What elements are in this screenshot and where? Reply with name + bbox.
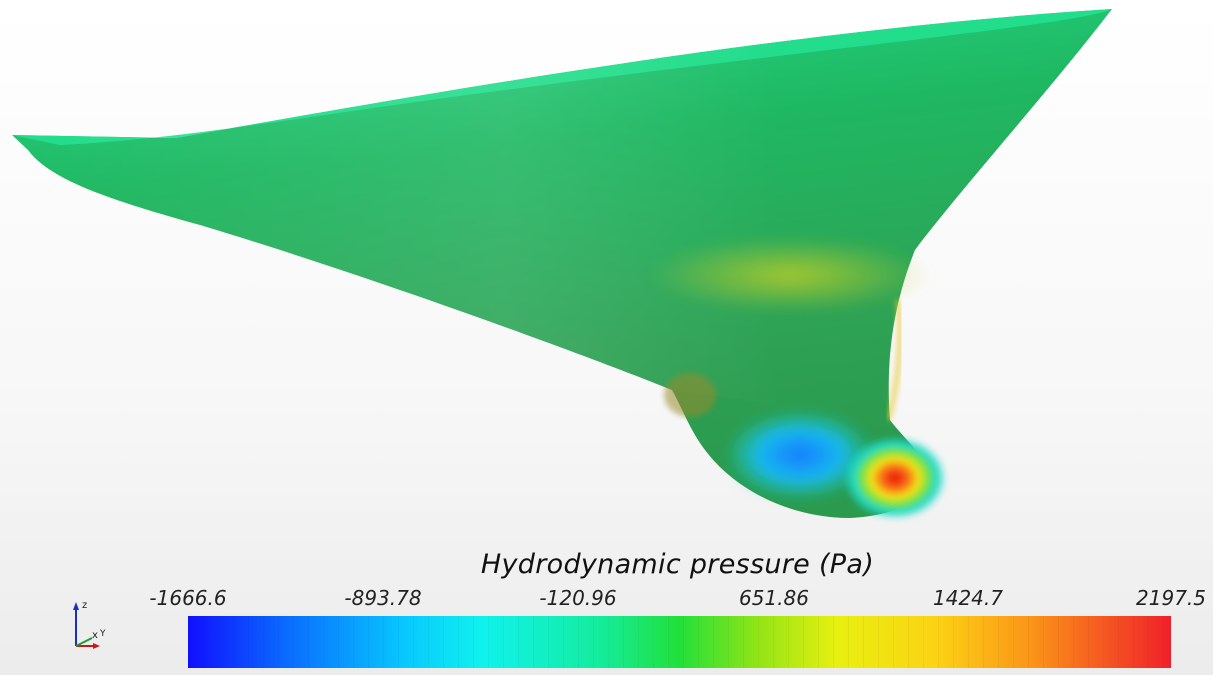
axis-triad-icon: z x Y bbox=[73, 600, 106, 649]
legend-tick: 2197.5 bbox=[1136, 586, 1206, 610]
legend-tick: -1666.6 bbox=[149, 586, 227, 610]
legend-title: Hydrodynamic pressure (Pa) bbox=[480, 549, 875, 580]
legend-tick: -893.78 bbox=[344, 586, 422, 610]
x-axis-label: x bbox=[92, 630, 98, 641]
pressure-colorbar bbox=[188, 616, 1171, 668]
z-axis-label: z bbox=[82, 600, 87, 611]
y-axis-label: Y bbox=[99, 629, 106, 639]
legend-tick: 651.86 bbox=[739, 586, 809, 610]
hull-render-view bbox=[12, 9, 1112, 520]
legend-tick: 1424.7 bbox=[933, 586, 1003, 610]
legend-tick: -120.96 bbox=[539, 586, 617, 610]
